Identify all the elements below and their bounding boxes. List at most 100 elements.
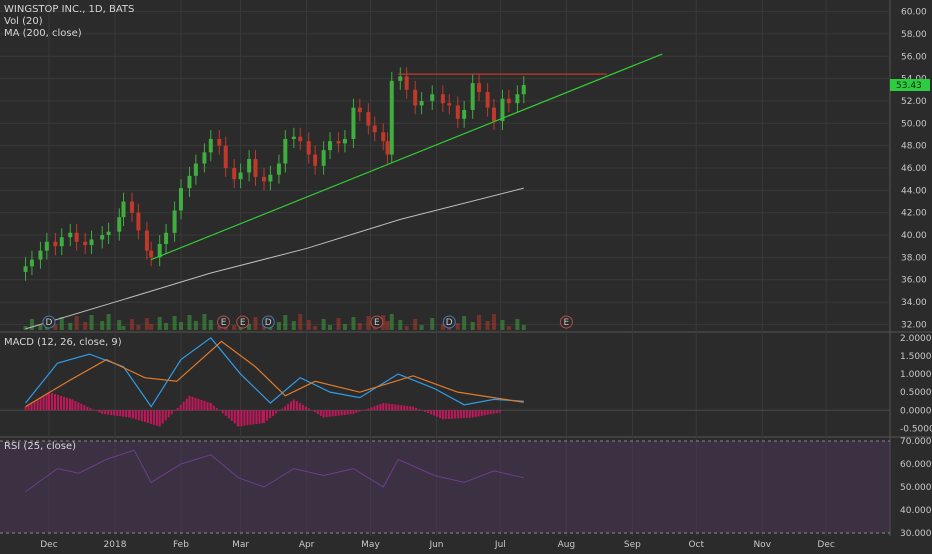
volume-bar [23, 326, 28, 330]
candle-body [217, 138, 222, 146]
macd-label: MACD (12, 26, close, 9) [4, 337, 122, 348]
volume-bar [477, 315, 482, 330]
volume-bar [74, 316, 79, 330]
volume-bar [202, 314, 207, 330]
volume-bar [117, 320, 122, 330]
candle-body [38, 250, 43, 260]
candlesticks [23, 67, 526, 281]
candle-body [187, 175, 192, 189]
volume-bar [306, 320, 311, 330]
event-marker-label: D [265, 318, 272, 328]
candle-body [29, 259, 34, 267]
volume-bar [298, 314, 303, 330]
candle-body [121, 201, 126, 218]
volume-bar [398, 320, 403, 330]
volume-bar [389, 314, 394, 330]
candle-body [404, 76, 409, 90]
rsi-legend: RSI (25, close) [4, 441, 76, 453]
volume-bar [247, 324, 252, 330]
candle-body [351, 107, 356, 139]
candle-body [381, 132, 386, 142]
time-tick-label: May [361, 540, 380, 550]
volume-bar [59, 317, 64, 330]
macd-tick-label: 1.5000 [900, 352, 932, 362]
last-price-value: 53.43 [896, 81, 922, 91]
ma-label: MA (200, close) [4, 28, 82, 39]
time-tick-label: Dec [817, 540, 834, 550]
candle-body [447, 103, 452, 106]
volume-bar [164, 323, 169, 330]
rsi-pane [0, 440, 890, 534]
volume-bar [187, 315, 192, 330]
rsi-tick-label: 60.0000 [900, 460, 932, 470]
candle-body [100, 235, 105, 240]
volume-bar [68, 323, 73, 330]
candle-body [23, 266, 28, 272]
price-tick-label: 52.00 [901, 97, 927, 107]
volume-bar [413, 319, 418, 330]
price-tick-label: 34.00 [901, 298, 927, 308]
macd-tick-label: 1.0000 [900, 370, 932, 380]
volume-bar [178, 322, 183, 330]
volume-bar [89, 315, 94, 330]
volume-bar [121, 326, 126, 330]
candle-body [223, 145, 228, 168]
volume-bar [172, 316, 177, 330]
candle-body [372, 125, 377, 133]
vol-label: Vol (20) [4, 16, 43, 27]
candle-body [136, 212, 141, 231]
candle-body [149, 250, 154, 258]
volume-bar [157, 317, 162, 330]
volume-bar [357, 323, 362, 330]
time-tick-label: Dec [40, 540, 57, 550]
candle-body [470, 83, 475, 110]
candle-body [521, 84, 526, 95]
event-marker-d [42, 315, 56, 329]
last-price-tag [890, 78, 930, 91]
rsi-tick-label: 70.0000 [900, 437, 932, 447]
ma-200-line [25, 187, 524, 330]
volume-bar [83, 322, 88, 330]
candle-body [68, 232, 73, 238]
candle-body [130, 201, 135, 213]
price-tick-label: 38.00 [901, 253, 927, 263]
volume-bar [144, 318, 149, 330]
candle-body [268, 174, 273, 182]
candle-body [106, 231, 111, 236]
signal-line [25, 340, 524, 408]
candle-body [157, 243, 162, 258]
candle-body [389, 80, 394, 155]
macd-pane [0, 336, 890, 427]
rsi-tick-label: 40.0000 [900, 506, 932, 516]
candle-body [462, 109, 467, 119]
time-tick-label: Nov [753, 540, 771, 550]
main-legend: WINGSTOP INC., 1D, BATS Vol (20) MA (200… [4, 4, 134, 40]
rsi-line [25, 449, 524, 493]
candle-body [193, 163, 198, 176]
event-marker-label: E [564, 318, 570, 328]
price-tick-label: 36.00 [901, 276, 927, 286]
candle-body [321, 150, 326, 166]
price-tick-label: 60.00 [901, 8, 927, 18]
price-tick-label: 42.00 [901, 209, 927, 219]
volume-bar [283, 315, 288, 330]
time-tick-label: Mar [232, 540, 249, 550]
volume-bar [404, 326, 409, 330]
volume-bar [130, 319, 135, 330]
main-title: WINGSTOP INC., 1D, BATS [4, 4, 135, 15]
volume-bar [470, 322, 475, 330]
candle-body [253, 159, 258, 177]
candle-body [262, 176, 267, 182]
volume-bar [106, 314, 111, 330]
candle-body [44, 241, 49, 251]
candle-body [232, 168, 237, 180]
candle-body [144, 230, 149, 251]
candle-body [74, 232, 79, 242]
price-tick-label: 58.00 [901, 30, 927, 40]
volume-bar [462, 316, 467, 330]
candle-body [172, 210, 177, 233]
time-tick-label: Feb [173, 540, 189, 550]
candle-body [398, 76, 403, 81]
